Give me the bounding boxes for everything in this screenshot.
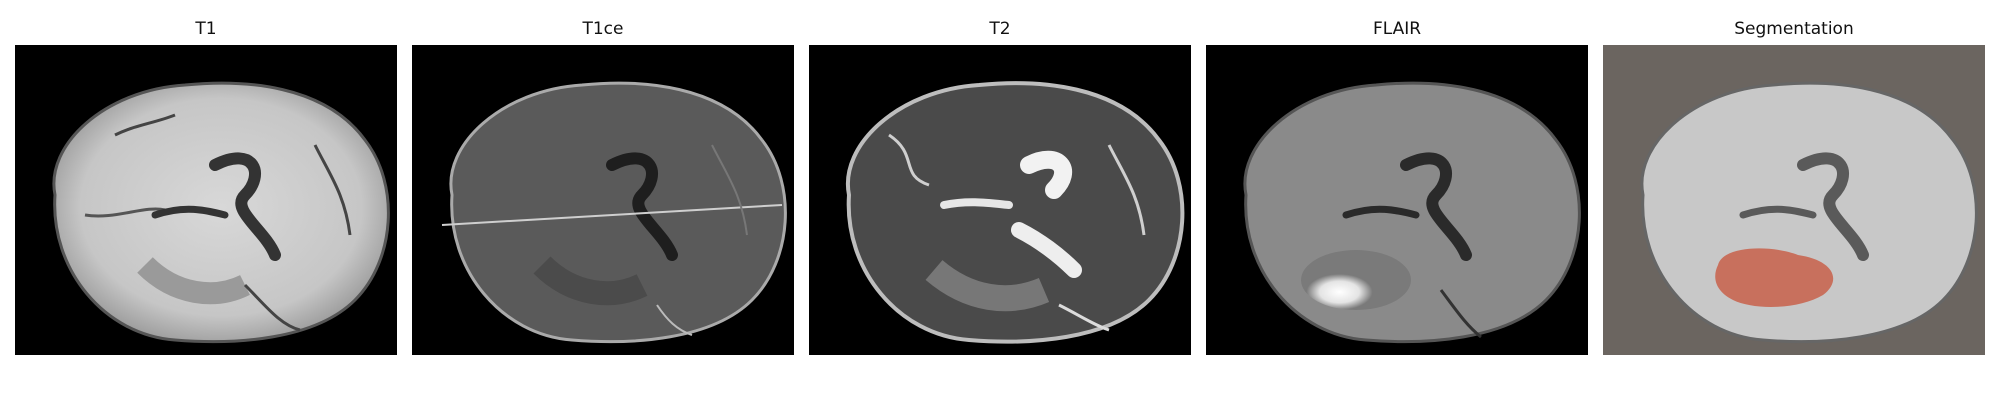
panel-title-flair: FLAIR	[1372, 19, 1422, 39]
mri-image-t1ce	[412, 45, 794, 355]
tumor-segmentation-mask	[1715, 248, 1834, 307]
mri-image-segmentation	[1603, 45, 1985, 355]
panel-t1: T1	[15, 0, 397, 360]
panel-segmentation: Segmentation	[1603, 0, 1985, 360]
panel-title-t1: T1	[195, 19, 217, 39]
panel-title-t1ce: T1ce	[582, 19, 624, 39]
panel-t2: T2	[809, 0, 1191, 360]
panel-t1ce: T1ce	[412, 0, 794, 360]
panel-flair: FLAIR	[1206, 0, 1588, 360]
mri-image-t1	[15, 45, 397, 355]
panel-title-segmentation: Segmentation	[1734, 19, 1854, 39]
mri-image-flair	[1206, 45, 1588, 355]
mri-image-t2	[809, 45, 1191, 355]
panel-title-t2: T2	[989, 19, 1011, 39]
